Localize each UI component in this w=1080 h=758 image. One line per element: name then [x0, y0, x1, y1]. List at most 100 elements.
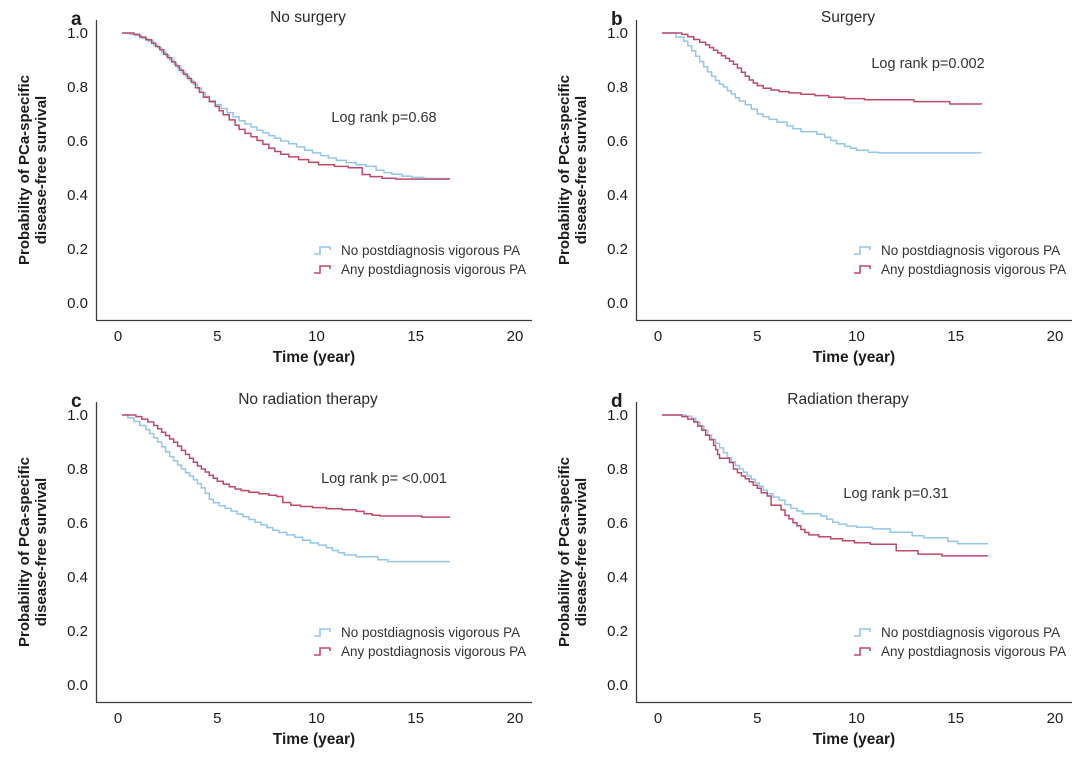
y-axis-title: Probability of PCa-specificdisease-free …: [556, 75, 590, 265]
log-rank-annotation: Log rank p=0.31: [843, 486, 948, 502]
legend-label: Any postdiagnosis vigorous PA: [341, 644, 526, 659]
x-tick-label: 15: [947, 710, 964, 727]
panel-title: No surgery: [270, 9, 346, 26]
legend-step-marker-icon: [314, 246, 331, 255]
legend-label: Any postdiagnosis vigorous PA: [881, 644, 1066, 659]
legend: No postdiagnosis vigorous PA Any postdiag…: [854, 625, 1066, 659]
y-tick-label: 1.0: [67, 407, 88, 424]
panel-a-no-surgery: a No surgery 0.0 0.2 0.4 0.6 0.8 1.0 0 5 10 15 20 Tim…: [0, 0, 540, 377]
y-tick-label: 0.4: [607, 187, 628, 204]
panel-letter: a: [71, 9, 82, 30]
survival-curve-no-postdiagnosis-pa: [662, 414, 989, 545]
panel-b-surgery: b Surgery 0.0 0.2 0.4 0.6 0.8 1.0 0 5 10 15 20 Time (…: [540, 0, 1080, 377]
legend-step-marker-icon: [854, 265, 871, 274]
panel-c-no-radiation-therapy: c No radiation therapy 0.0 0.2 0.4 0.6 0.8 1.0 0…: [0, 376, 540, 753]
y-tick-label: 0.8: [607, 461, 628, 478]
x-axis-title: Time (year): [813, 731, 895, 748]
y-tick-label: 0.0: [67, 295, 88, 312]
x-tick-label: 15: [407, 328, 424, 345]
legend-label: No postdiagnosis vigorous PA: [881, 625, 1060, 640]
y-tick-label: 0.6: [607, 133, 628, 150]
y-tick-label: 0.6: [67, 515, 88, 532]
x-tick-label: 0: [654, 710, 662, 727]
x-tick-label: 15: [947, 328, 964, 345]
survival-curve-any-postdiagnosis-pa: [122, 414, 451, 518]
x-tick-label: 0: [114, 328, 122, 345]
panel-title: No radiation therapy: [238, 391, 378, 408]
x-axis-title: Time (year): [273, 349, 355, 366]
x-tick-label: 20: [507, 710, 524, 727]
log-rank-annotation: Log rank p= <0.001: [321, 471, 447, 487]
panel-d-radiation-therapy: d Radiation therapy 0.0 0.2 0.4 0.6 0.8 1.0 0 5 10…: [540, 376, 1080, 753]
y-tick-label: 0.4: [67, 569, 88, 586]
y-tick-label: 0.0: [67, 677, 88, 694]
panel-c-chart: c No radiation therapy 0.0 0.2 0.4 0.6 0.8 1.0 0…: [16, 391, 532, 748]
y-tick-label: 0.8: [67, 461, 88, 478]
panel-title: Radiation therapy: [787, 391, 909, 408]
x-tick-label: 10: [848, 328, 865, 345]
x-axis-title: Time (year): [813, 349, 895, 366]
survival-curve-no-postdiagnosis-pa: [662, 32, 982, 154]
y-axis-title: Probability of PCa-specificdisease-free …: [16, 75, 50, 265]
x-tick-label: 20: [507, 328, 524, 345]
survival-curve-no-postdiagnosis-pa: [122, 414, 451, 563]
panel-a-chart: a No surgery 0.0 0.2 0.4 0.6 0.8 1.0 0 5 10 15 20 Tim…: [16, 9, 532, 366]
survival-curve-no-postdiagnosis-pa: [122, 32, 451, 180]
legend-step-marker-icon: [854, 246, 871, 255]
panel-d-chart: d Radiation therapy 0.0 0.2 0.4 0.6 0.8 1.0 0 5 10…: [556, 391, 1072, 748]
x-tick-label: 10: [308, 710, 325, 727]
y-tick-label: 0.2: [67, 623, 88, 640]
y-tick-label: 0.8: [67, 79, 88, 96]
legend-label: No postdiagnosis vigorous PA: [341, 243, 520, 258]
y-tick-label: 0.0: [607, 677, 628, 694]
panel-letter: c: [71, 391, 82, 412]
y-tick-label: 0.4: [67, 187, 88, 204]
x-tick-label: 0: [654, 328, 662, 345]
legend: No postdiagnosis vigorous PA Any postdiag…: [314, 243, 526, 277]
x-tick-label: 10: [308, 328, 325, 345]
y-tick-label: 0.0: [607, 295, 628, 312]
legend-label: No postdiagnosis vigorous PA: [341, 625, 520, 640]
x-tick-label: 5: [213, 710, 221, 727]
y-tick-label: 0.2: [607, 241, 628, 258]
panel-letter: b: [611, 9, 623, 30]
y-tick-label: 0.8: [607, 79, 628, 96]
y-tick-label: 1.0: [607, 25, 628, 42]
survival-curve-any-postdiagnosis-pa: [662, 414, 989, 557]
x-tick-label: 5: [753, 328, 761, 345]
legend-step-marker-icon: [854, 647, 871, 656]
y-tick-label: 0.4: [607, 569, 628, 586]
y-tick-label: 0.6: [607, 515, 628, 532]
legend-label: Any postdiagnosis vigorous PA: [881, 262, 1066, 277]
x-tick-label: 20: [1047, 328, 1064, 345]
legend-step-marker-icon: [314, 628, 331, 637]
y-axis-title: Probability of PCa-specificdisease-free …: [16, 457, 50, 647]
log-rank-annotation: Log rank p=0.68: [331, 110, 436, 126]
x-tick-label: 10: [848, 710, 865, 727]
y-tick-label: 0.2: [67, 241, 88, 258]
y-tick-label: 0.2: [607, 623, 628, 640]
y-tick-label: 0.6: [67, 133, 88, 150]
x-tick-label: 20: [1047, 710, 1064, 727]
x-tick-label: 15: [407, 710, 424, 727]
panel-b-chart: b Surgery 0.0 0.2 0.4 0.6 0.8 1.0 0 5 10 15 20 Time (…: [556, 9, 1072, 366]
x-tick-label: 5: [753, 710, 761, 727]
survival-curve-any-postdiagnosis-pa: [662, 32, 983, 105]
legend-label: No postdiagnosis vigorous PA: [881, 243, 1060, 258]
y-axis-title: Probability of PCa-specificdisease-free …: [556, 457, 590, 647]
legend: No postdiagnosis vigorous PA Any postdiag…: [314, 625, 526, 659]
legend-step-marker-icon: [314, 265, 331, 274]
log-rank-annotation: Log rank p=0.002: [871, 56, 984, 72]
panel-title: Surgery: [821, 9, 876, 26]
survival-curve-any-postdiagnosis-pa: [122, 32, 451, 180]
legend-step-marker-icon: [854, 628, 871, 637]
y-tick-label: 1.0: [607, 407, 628, 424]
legend-step-marker-icon: [314, 647, 331, 656]
x-axis-title: Time (year): [273, 731, 355, 748]
legend-label: Any postdiagnosis vigorous PA: [341, 262, 526, 277]
x-tick-label: 5: [213, 328, 221, 345]
x-tick-label: 0: [114, 710, 122, 727]
panel-letter: d: [611, 391, 623, 412]
legend: No postdiagnosis vigorous PA Any postdiag…: [854, 243, 1066, 277]
